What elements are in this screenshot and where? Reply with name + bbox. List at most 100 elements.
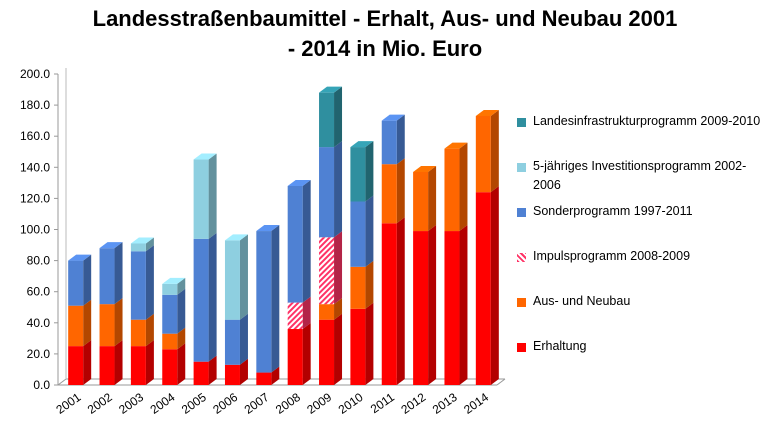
- bar-segment-sonder: [193, 238, 209, 362]
- bar-side-ausneubau: [177, 327, 186, 350]
- bar-stack-2014: [475, 109, 499, 385]
- legend-swatch-investition: [517, 163, 526, 172]
- bar-side-impuls: [334, 231, 343, 305]
- x-tick-label: 2011: [368, 390, 397, 416]
- bar-top-face: [350, 141, 374, 148]
- legend-swatch-sonder: [517, 208, 526, 217]
- bar-side-sonder: [396, 114, 405, 165]
- bar-segment-ausneubau: [413, 171, 429, 232]
- bar-segment-impuls: [319, 237, 335, 305]
- bar-stack-2012: [413, 165, 437, 385]
- bar-stack-2011: [381, 114, 405, 385]
- bar-segment-erhaltung: [162, 349, 178, 385]
- y-tick-label: 80.0: [27, 254, 51, 268]
- bar-side-erhaltung: [490, 186, 499, 385]
- legend-swatch-erhaltung: [517, 343, 526, 352]
- bar-side-landesinfra: [365, 141, 374, 202]
- chart-title-line-2: - 2014 in Mio. Euro: [287, 36, 483, 61]
- bar-top-face: [444, 142, 468, 149]
- x-tick-label: 2013: [430, 390, 460, 417]
- bar-side-erhaltung: [302, 323, 311, 385]
- bar-side-landesinfra: [334, 86, 343, 148]
- legend-item-impuls: Impulsprogramm 2008-2009: [517, 247, 767, 292]
- legend-swatch-impuls: [517, 253, 526, 262]
- legend-swatch-ausneubau: [517, 298, 526, 307]
- y-tick-label: 60.0: [27, 285, 51, 299]
- legend-label-ausneubau: Aus- und Neubau: [533, 294, 631, 308]
- bar-stack-2010: [350, 141, 374, 385]
- legend-swatch-landesinfra: [517, 118, 526, 127]
- chart-title: Landesstraßenbaumittel - Erhalt, Aus- un…: [0, 4, 770, 64]
- bar-side-ausneubau: [83, 299, 92, 347]
- floor-depth-right: [496, 378, 506, 386]
- legend-item-investition: 5-jähriges Investitionsprogramm 2002-200…: [517, 157, 767, 202]
- bar-segment-erhaltung: [287, 329, 303, 385]
- bar-segment-erhaltung: [413, 231, 429, 385]
- bar-segment-erhaltung: [130, 346, 146, 385]
- bar-segment-landesinfra: [350, 147, 366, 202]
- bar-segment-erhaltung: [444, 231, 460, 385]
- x-axis-labels: 2001 2002 2003 2004 2005 2006 2007 2008 2009 2010…: [53, 390, 491, 417]
- bar-side-erhaltung: [365, 302, 374, 385]
- x-tick-label: 2014: [461, 390, 491, 417]
- legend-item-sonder: Sonderprogramm 1997-2011: [517, 202, 767, 247]
- bar-side-sonder: [114, 242, 123, 305]
- bar-segment-ausneubau: [68, 305, 84, 347]
- bar-top-face: [68, 254, 92, 261]
- bar-side-ausneubau: [490, 109, 499, 193]
- bar-side-sonder: [208, 232, 217, 362]
- chart-bars: [68, 86, 499, 385]
- bar-side-ausneubau: [428, 165, 437, 232]
- bar-segment-ausneubau: [475, 115, 491, 193]
- chart-legend: Landesinfrastrukturprogramm 2009-2010 5-j…: [517, 112, 767, 382]
- chart-title-line-1: Landesstraßenbaumittel - Erhalt, Aus- un…: [92, 6, 678, 31]
- bar-segment-investition: [193, 159, 209, 239]
- bar-side-ausneubau: [396, 158, 405, 224]
- bar-side-sonder: [334, 141, 343, 238]
- bar-stack-2008: [287, 179, 311, 385]
- bar-segment-sonder: [130, 251, 146, 320]
- bar-stack-2007: [256, 225, 280, 385]
- bar-side-sonder: [177, 288, 186, 334]
- floor-depth-left: [57, 378, 67, 386]
- bar-side-erhaltung: [271, 366, 280, 385]
- bar-side-impuls: [302, 296, 311, 330]
- bar-segment-sonder: [68, 260, 84, 306]
- bar-segment-erhaltung: [350, 308, 366, 385]
- bar-side-sonder: [83, 254, 92, 306]
- bar-side-erhaltung: [208, 355, 217, 385]
- bar-stack-2001: [68, 254, 92, 385]
- bar-top-face: [99, 242, 123, 249]
- bar-side-sonder: [271, 225, 280, 373]
- bar-top-face: [162, 277, 186, 284]
- bar-segment-investition: [130, 243, 146, 252]
- bar-stack-2002: [99, 242, 123, 385]
- x-tick-label: 2006: [210, 390, 240, 417]
- bar-side-investition: [208, 153, 217, 239]
- y-tick-label: 180.0: [20, 98, 50, 112]
- y-tick-label: 40.0: [27, 316, 51, 330]
- bar-segment-landesinfra: [319, 92, 335, 148]
- bar-side-erhaltung: [428, 225, 437, 385]
- bar-segment-sonder: [256, 231, 272, 373]
- y-tick-label: 140.0: [20, 160, 50, 174]
- legend-label-investition: 5-jähriges Investitionsprogramm 2002-200…: [533, 159, 747, 192]
- bar-side-erhaltung: [459, 225, 468, 385]
- bar-stack-2013: [444, 142, 468, 385]
- bar-side-erhaltung: [396, 217, 405, 385]
- bar-side-ausneubau: [334, 298, 343, 320]
- x-tick-label: 2012: [398, 390, 428, 417]
- legend-label-landesinfra: Landesinfrastrukturprogramm 2009-2010: [533, 114, 761, 128]
- bar-segment-ausneubau: [319, 304, 335, 320]
- bar-side-investition: [177, 277, 186, 295]
- bar-segment-erhaltung: [99, 346, 115, 385]
- bar-side-erhaltung: [114, 340, 123, 385]
- bar-side-investition: [239, 234, 248, 320]
- x-tick-label: 2002: [85, 390, 115, 417]
- bar-side-sonder: [239, 313, 248, 365]
- bar-side-investition: [145, 237, 154, 252]
- x-tick-label: 2007: [242, 390, 272, 417]
- chart-axes: 0.0 20.0 40.0 60.0 80.0 100.0 120.0 140.0 160.0 1…: [20, 67, 506, 392]
- bar-segment-ausneubau: [130, 319, 146, 347]
- bar-segment-ausneubau: [99, 304, 115, 347]
